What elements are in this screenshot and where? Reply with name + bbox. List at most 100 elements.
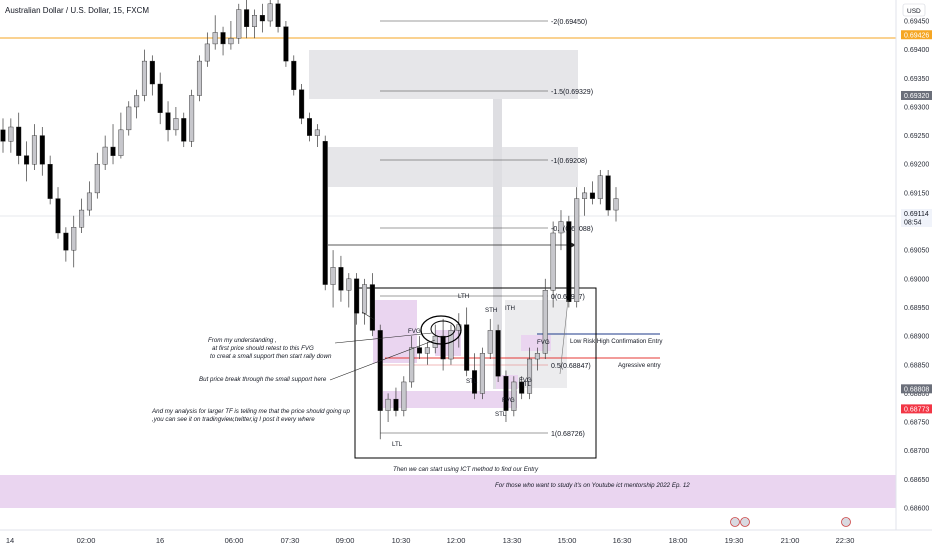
candle-body[interactable] <box>362 284 368 314</box>
us-flag-icon <box>730 517 740 527</box>
candle-body[interactable] <box>377 330 383 411</box>
candle-body[interactable] <box>432 335 438 348</box>
candle-body[interactable] <box>401 381 407 411</box>
candle-body[interactable] <box>204 43 210 62</box>
candle-body[interactable] <box>8 126 14 142</box>
candle-body[interactable] <box>55 198 61 234</box>
price-tick-label: 0.68800 <box>904 391 929 398</box>
candle-body[interactable] <box>244 9 250 27</box>
candle-body[interactable] <box>299 89 305 119</box>
candle-body[interactable] <box>487 330 493 354</box>
label-fvg-3: FVG <box>519 377 532 384</box>
candle-body[interactable] <box>173 118 179 131</box>
candle-body[interactable] <box>259 15 265 22</box>
candle-body[interactable] <box>307 118 313 136</box>
candle-body[interactable] <box>464 324 470 371</box>
candle-body[interactable] <box>212 32 218 45</box>
candle-body[interactable] <box>31 135 37 165</box>
candle-body[interactable] <box>322 141 328 285</box>
candle-body[interactable] <box>409 347 415 383</box>
fib-level-m2: -2(0.69450) <box>551 19 587 26</box>
candle-body[interactable] <box>613 198 619 211</box>
candle-body[interactable] <box>47 164 53 199</box>
fib-level-m15: -1.5(0.69329) <box>551 89 593 96</box>
candle-body[interactable] <box>503 376 509 411</box>
candle-body[interactable] <box>165 112 171 131</box>
candle-body[interactable] <box>605 175 611 211</box>
candle-body[interactable] <box>126 106 132 131</box>
candle-body[interactable] <box>479 353 485 394</box>
candle-body[interactable] <box>220 32 226 45</box>
candle-body[interactable] <box>354 278 360 314</box>
candle-body[interactable] <box>597 175 603 199</box>
candle-body[interactable] <box>534 353 540 360</box>
candle-body[interactable] <box>330 267 336 285</box>
candle-body[interactable] <box>589 192 595 199</box>
candle-body[interactable] <box>102 146 108 165</box>
candle-body[interactable] <box>495 330 501 377</box>
currency-badge[interactable] <box>902 3 926 17</box>
time-tick-label: 19:30 <box>725 536 744 545</box>
candle-body[interactable] <box>385 398 391 411</box>
candle-body[interactable] <box>417 347 423 354</box>
candle-body[interactable] <box>118 129 124 156</box>
candle-body[interactable] <box>39 135 45 165</box>
candle-body[interactable] <box>149 60 155 85</box>
candle-body[interactable] <box>574 198 580 302</box>
candle-body[interactable] <box>424 347 430 354</box>
fib-lines[interactable] <box>380 20 548 434</box>
candle-body[interactable] <box>236 9 242 39</box>
candle-body[interactable] <box>181 118 187 142</box>
candle-body[interactable] <box>346 278 352 291</box>
candle-body[interactable] <box>527 358 533 394</box>
candle-body[interactable] <box>314 129 320 136</box>
label-fvg-4: FVG <box>537 339 550 346</box>
gray-zone-upper <box>309 50 578 99</box>
candle-body[interactable] <box>566 221 572 302</box>
candle-body[interactable] <box>338 267 344 291</box>
candle-body[interactable] <box>71 227 77 251</box>
candle-body[interactable] <box>440 335 446 360</box>
label-itl: ITL <box>522 381 531 388</box>
price-marker-countdown: 08:54 <box>904 220 922 227</box>
candle-body[interactable] <box>283 26 289 62</box>
ict-framework-box[interactable] <box>354 287 597 459</box>
candle-body[interactable] <box>275 3 281 27</box>
candle-body[interactable] <box>16 126 22 156</box>
candle-body[interactable] <box>141 60 147 96</box>
candle-body[interactable] <box>542 290 548 354</box>
candle-body[interactable] <box>94 164 100 194</box>
candle-body[interactable] <box>291 60 297 90</box>
note-3-line-2: ,you can see it on tradingview,twitter,i… <box>152 416 315 423</box>
candle-body[interactable] <box>24 155 30 165</box>
candle-body[interactable] <box>228 37 234 45</box>
candle-body[interactable] <box>369 284 375 331</box>
candle-body[interactable] <box>519 381 525 394</box>
candle-body[interactable] <box>251 15 257 27</box>
gray-zone-middle <box>328 147 578 187</box>
event-icons[interactable] <box>730 517 851 527</box>
candle-body[interactable] <box>393 398 399 411</box>
candle-body[interactable] <box>134 95 140 108</box>
candle-body[interactable] <box>511 381 517 411</box>
candle-body[interactable] <box>472 370 478 394</box>
candle-body[interactable] <box>558 221 564 234</box>
price-tick-label: 0.69050 <box>904 248 929 255</box>
candle-body[interactable] <box>196 60 202 96</box>
price-marker <box>901 404 932 414</box>
us-flag-icon-2 <box>740 517 750 527</box>
chart-title: Australian Dollar / U.S. Dollar, 15, FXC… <box>5 6 149 15</box>
candle-body[interactable] <box>79 209 85 228</box>
candle-body[interactable] <box>582 192 588 199</box>
candle-body[interactable] <box>0 129 6 142</box>
candle-body[interactable] <box>110 146 116 156</box>
candle-body[interactable] <box>63 232 69 251</box>
candle-body[interactable] <box>189 95 195 142</box>
candle-body[interactable] <box>267 3 273 22</box>
candle-body[interactable] <box>448 330 454 360</box>
candle-body[interactable] <box>86 192 92 211</box>
candle-body[interactable] <box>550 232 556 291</box>
pink-fvg-zone-bottom <box>383 391 517 408</box>
candle-body[interactable] <box>157 83 163 113</box>
